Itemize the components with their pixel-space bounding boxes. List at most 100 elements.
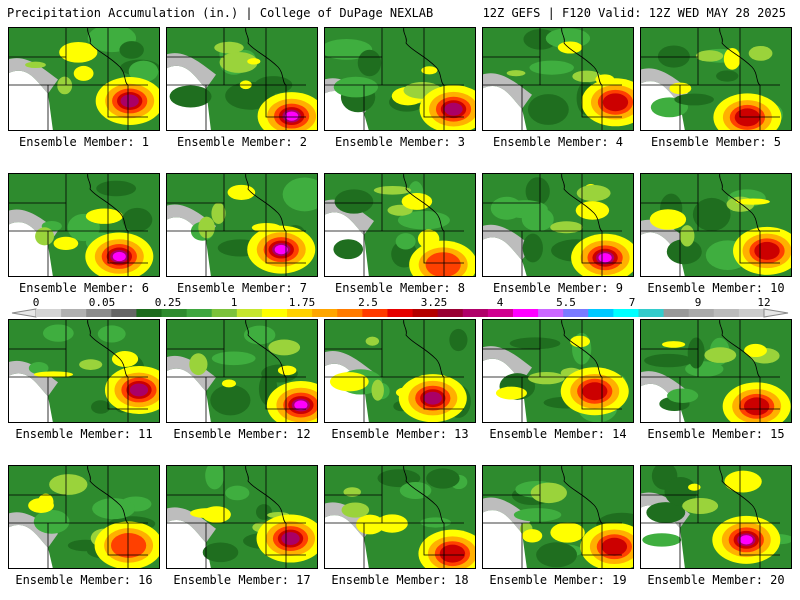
precip-max-contour <box>602 93 629 112</box>
ensemble-member-panel: Ensemble Member: 3 <box>324 27 476 151</box>
river-border <box>719 27 761 86</box>
precip-map <box>324 465 476 569</box>
precip-contour <box>225 81 275 110</box>
precip-max-contour <box>294 400 308 410</box>
ensemble-member-panel: Ensemble Member: 18 <box>324 465 476 589</box>
precip-contour <box>421 66 438 75</box>
river-border <box>561 27 603 86</box>
precip-contour <box>572 70 601 83</box>
precip-contour <box>221 379 237 388</box>
ensemble-member-panel: Ensemble Member: 1 <box>8 27 160 151</box>
precip-contour <box>219 51 258 73</box>
map-frame <box>8 27 160 131</box>
river-border <box>403 27 445 86</box>
trace-area <box>166 53 216 89</box>
ensemble-member-panel: Ensemble Member: 10 <box>640 173 792 297</box>
precip-map <box>482 319 634 423</box>
precip-contour <box>576 184 611 202</box>
precip-contour <box>282 177 318 212</box>
precip-map <box>8 173 160 277</box>
precip-contour <box>49 474 88 495</box>
trace-area <box>8 512 58 548</box>
trace-area <box>324 199 374 236</box>
precip-contour <box>225 485 250 501</box>
valid-time-label: 12Z GEFS | F120 Valid: 12Z WED MAY 28 20… <box>482 6 786 20</box>
precip-contour <box>401 192 433 210</box>
precip-contour <box>119 41 144 59</box>
precip-contour <box>688 483 701 491</box>
precip-max-contour <box>110 533 147 558</box>
legend-swatch <box>613 309 639 317</box>
legend-swatch <box>462 309 489 317</box>
map-frame <box>8 319 160 423</box>
legend-swatch <box>738 309 765 317</box>
river-border <box>87 27 129 86</box>
precip-contour <box>92 498 136 520</box>
legend-swatch <box>588 309 614 317</box>
precip-contour <box>522 233 543 263</box>
precip-contour <box>247 58 261 65</box>
precip-max-contour <box>423 391 442 405</box>
river-border <box>719 319 761 378</box>
river-border <box>87 465 129 524</box>
map-frame <box>324 465 476 569</box>
ensemble-member-label: Ensemble Member: 16 <box>15 573 153 587</box>
precip-max-contour <box>112 251 126 262</box>
legend-swatch <box>312 309 338 317</box>
map-frame <box>640 173 792 277</box>
precip-contour <box>723 47 741 70</box>
ensemble-member-label: Ensemble Member: 9 <box>492 281 624 295</box>
precip-contour <box>25 61 46 69</box>
precip-map <box>324 173 476 277</box>
precip-contour <box>111 351 139 367</box>
precip-contour <box>189 353 208 376</box>
legend-tick-label: 0.05 <box>88 296 116 309</box>
precip-max-contour <box>739 535 753 545</box>
precip-max-contour <box>582 382 608 401</box>
legend-tick-label: 2.5 <box>358 296 378 309</box>
map-frame <box>324 319 476 423</box>
legend-swatch <box>261 309 288 317</box>
precip-contour <box>513 508 562 522</box>
legend-swatch <box>663 309 690 317</box>
precip-contour <box>255 504 273 520</box>
ensemble-member-panel: Ensemble Member: 14 <box>482 319 634 443</box>
dry-area <box>166 520 211 569</box>
precip-contour <box>333 239 364 260</box>
river-border <box>403 173 445 232</box>
precip-map <box>482 465 634 569</box>
precip-contour <box>85 208 123 224</box>
precip-contour <box>268 339 301 356</box>
trace-area <box>482 497 532 533</box>
river-border <box>403 465 445 524</box>
map-frame <box>166 173 318 277</box>
legend-tick-label: 0.25 <box>154 296 182 309</box>
ensemble-member-label: Ensemble Member: 10 <box>647 281 785 295</box>
precip-contour <box>91 400 111 414</box>
trace-area <box>482 224 532 261</box>
precip-map <box>166 319 318 423</box>
dry-area <box>482 510 527 569</box>
precip-contour <box>536 542 578 568</box>
legend-tick-label: 7 <box>628 296 636 309</box>
dry-area <box>482 237 527 277</box>
ensemble-member-label: Ensemble Member: 3 <box>334 135 466 149</box>
legend-swatch <box>563 309 589 317</box>
legend-swatch <box>387 309 414 317</box>
precip-contour <box>97 325 126 343</box>
legend-swatch <box>437 309 464 317</box>
precip-map <box>324 27 476 131</box>
precip-contour <box>490 196 523 220</box>
legend-tick-label: 1.75 <box>288 296 316 309</box>
precip-contour <box>96 180 137 197</box>
precip-contour <box>211 351 256 366</box>
precip-contour <box>357 49 382 77</box>
river-border <box>561 319 603 378</box>
precip-contour <box>205 465 225 490</box>
river-border <box>719 173 761 232</box>
precip-contour <box>79 359 103 370</box>
precip-contour <box>334 189 374 214</box>
precip-contour <box>687 337 705 369</box>
river-border <box>87 173 129 232</box>
ensemble-member-panel: Ensemble Member: 2 <box>166 27 318 151</box>
